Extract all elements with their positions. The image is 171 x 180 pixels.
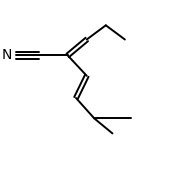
Text: N: N [2,48,12,62]
